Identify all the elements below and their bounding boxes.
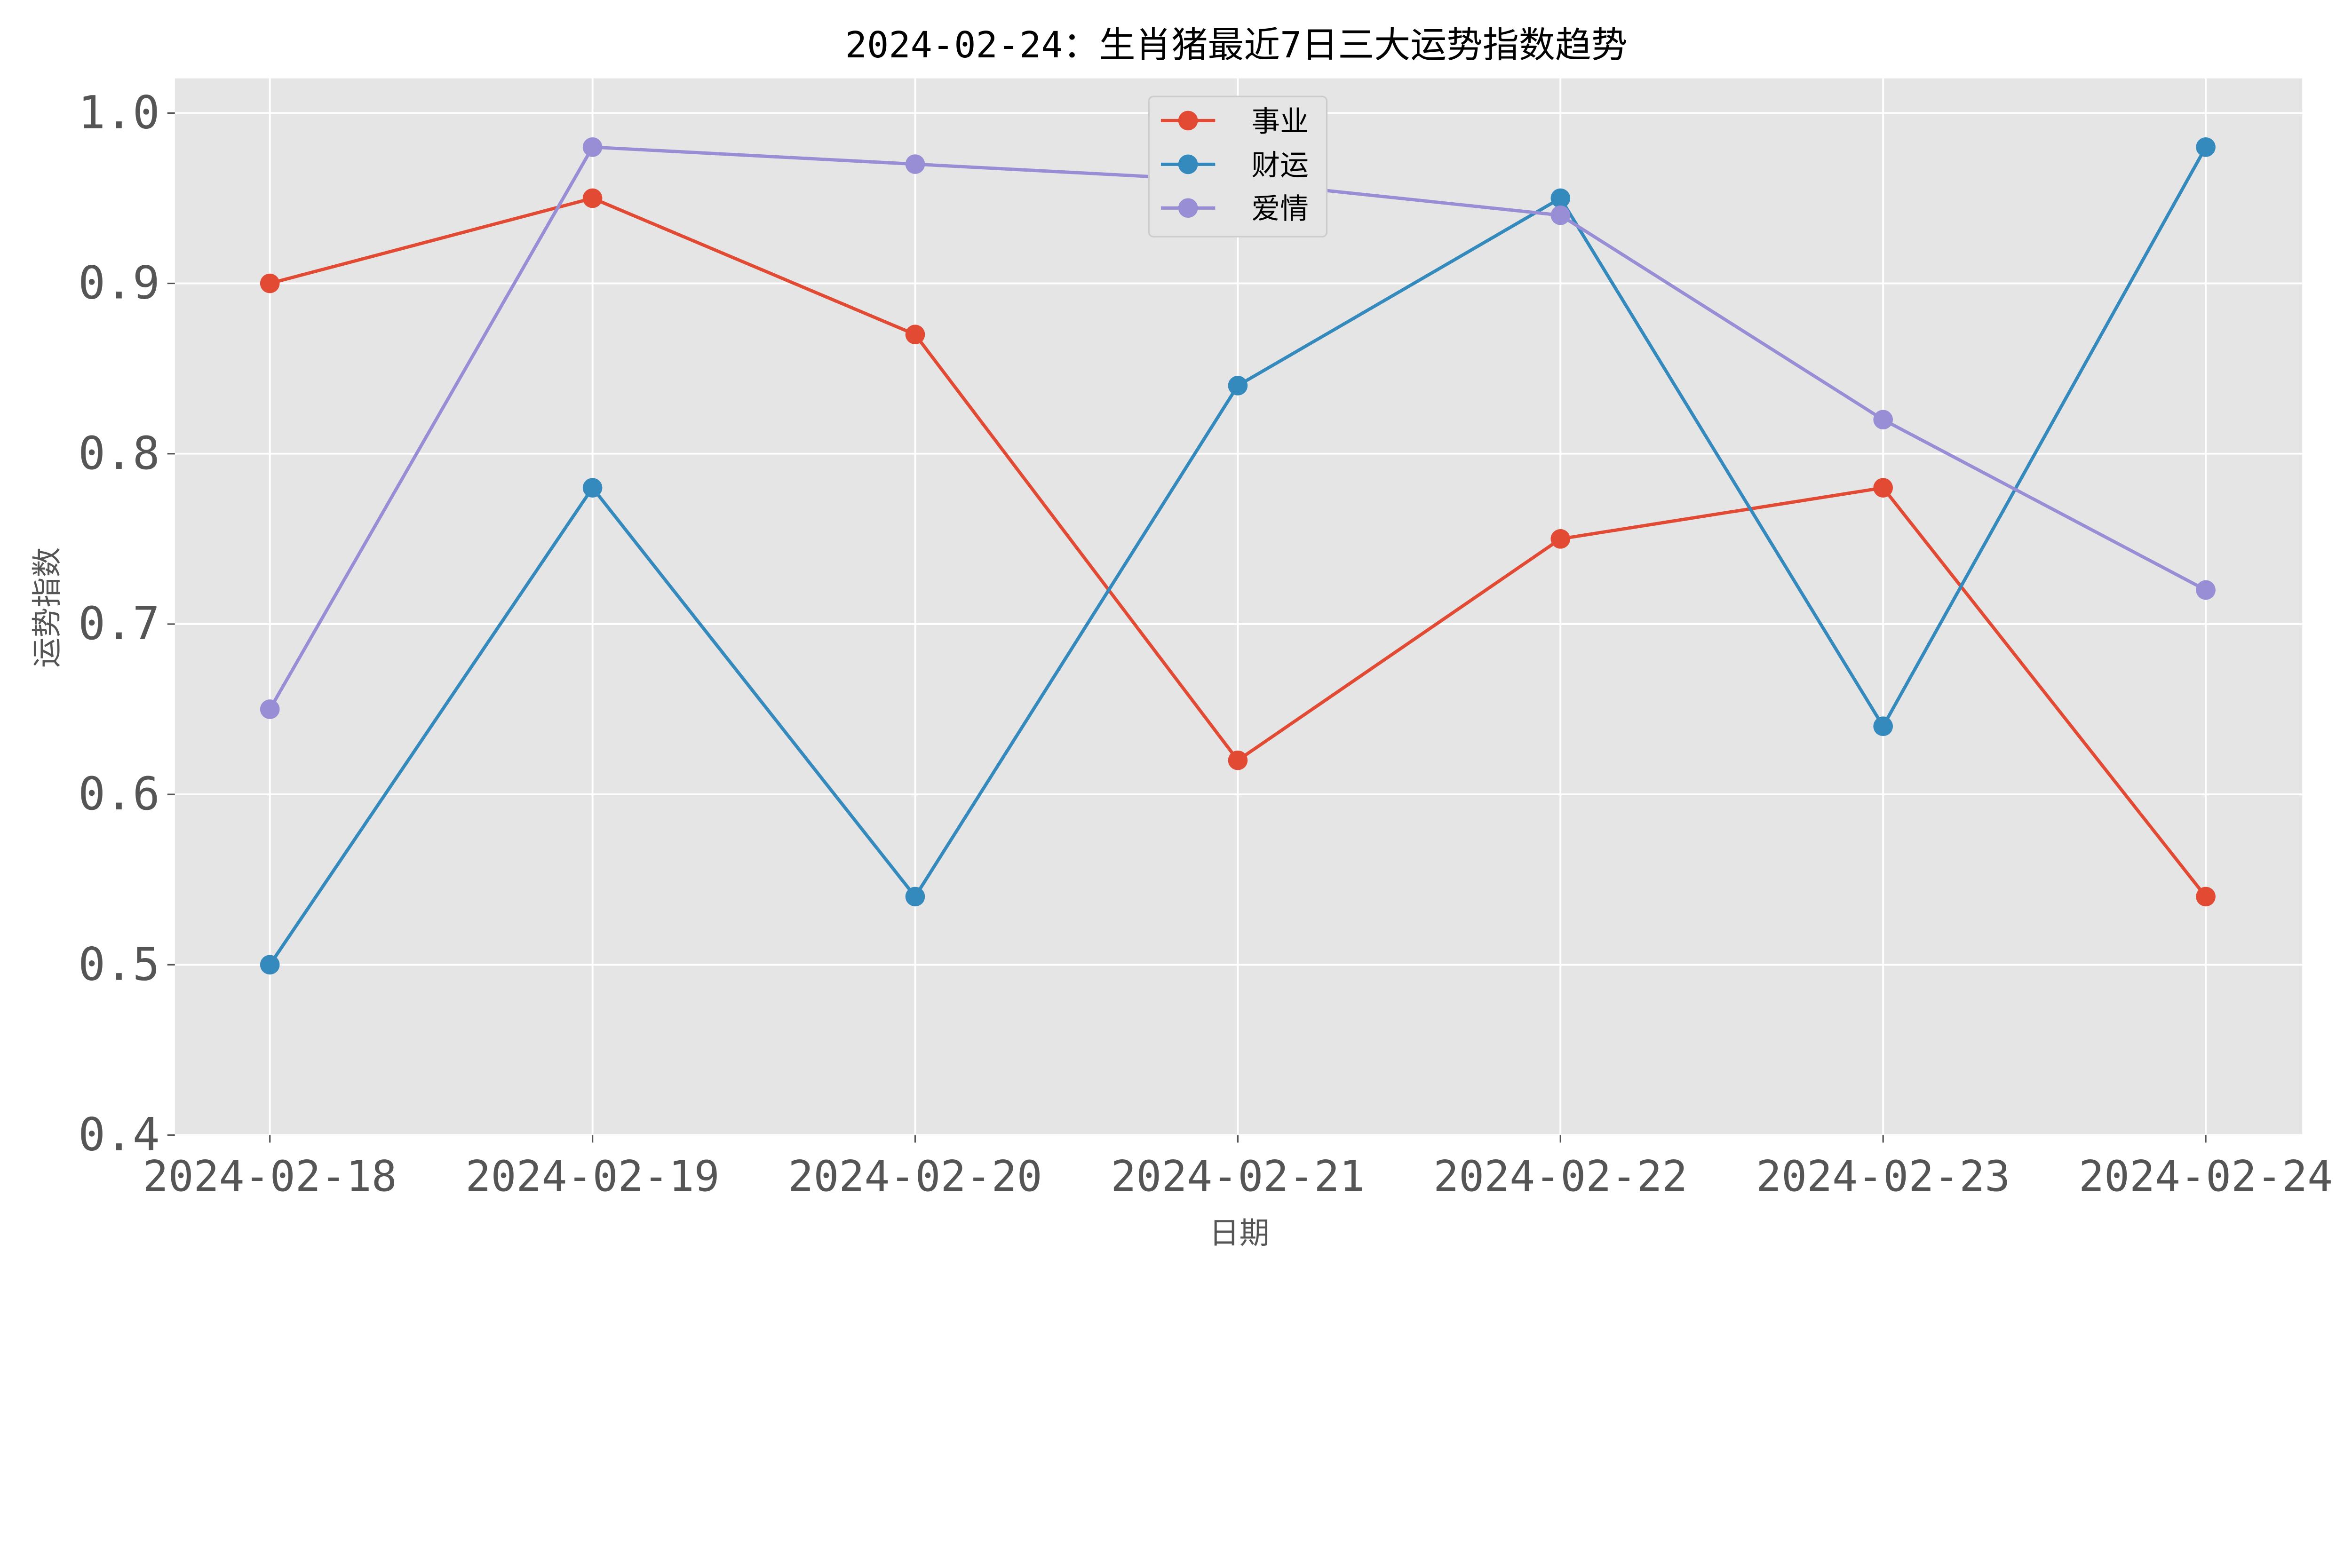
x-tick-label: 2024-02-24 bbox=[2079, 1152, 2333, 1201]
legend-label: 财运 bbox=[1251, 149, 1309, 182]
x-tick-label: 2024-02-23 bbox=[1756, 1152, 2010, 1201]
x-tick-label: 2024-02-22 bbox=[1433, 1152, 1687, 1201]
x-tick-label: 2024-02-18 bbox=[143, 1152, 397, 1201]
data-point bbox=[582, 188, 603, 208]
data-point bbox=[582, 137, 603, 157]
data-point bbox=[260, 273, 280, 293]
legend-marker bbox=[1178, 198, 1198, 218]
y-tick-label: 0.9 bbox=[78, 257, 160, 309]
data-point bbox=[260, 699, 280, 719]
legend-label: 爱情 bbox=[1251, 192, 1309, 226]
y-tick-label: 0.7 bbox=[78, 597, 160, 650]
series-0 bbox=[260, 188, 2216, 907]
data-point bbox=[1873, 716, 1893, 736]
legend-label: 事业 bbox=[1251, 105, 1309, 138]
data-point bbox=[2196, 887, 2216, 907]
data-point bbox=[1228, 376, 1248, 396]
legend-marker bbox=[1178, 154, 1198, 174]
data-point bbox=[1550, 529, 1571, 549]
x-tick-label: 2024-02-19 bbox=[465, 1152, 719, 1201]
data-point bbox=[582, 478, 603, 498]
chart-title: 2024-02-24：生肖猪最近7日三大运势指数趋势 bbox=[845, 24, 1628, 66]
data-point bbox=[260, 955, 280, 975]
data-point bbox=[1550, 188, 1571, 208]
x-tick-label: 2024-02-21 bbox=[1111, 1152, 1365, 1201]
data-point bbox=[1873, 478, 1893, 498]
ticks: 0.4 0.5 0.6 0.7 0.8 0.9 1.0 2024-02-18 2024-02-1… bbox=[78, 86, 2333, 1201]
series-1 bbox=[260, 137, 2216, 975]
grid bbox=[175, 78, 2303, 1136]
y-tick-label: 0.4 bbox=[78, 1109, 160, 1161]
data-point bbox=[2196, 137, 2216, 157]
y-tick-label: 1.0 bbox=[78, 86, 160, 139]
series-group bbox=[260, 137, 2216, 975]
data-point bbox=[1550, 205, 1571, 225]
data-point bbox=[905, 154, 925, 174]
y-tick-label: 0.6 bbox=[78, 768, 160, 820]
line-chart: 0.4 0.5 0.6 0.7 0.8 0.9 1.0 2024-02-18 2024-02-1… bbox=[30, 24, 2333, 1251]
data-point bbox=[905, 325, 925, 345]
legend-marker bbox=[1178, 111, 1198, 131]
data-point bbox=[2196, 580, 2216, 600]
data-point bbox=[905, 887, 925, 907]
data-point bbox=[1873, 410, 1893, 430]
y-tick-label: 0.8 bbox=[78, 427, 160, 480]
y-tick-label: 0.5 bbox=[78, 938, 160, 990]
x-axis-label: 日期 bbox=[1209, 1216, 1270, 1251]
data-point bbox=[1228, 750, 1248, 770]
y-axis-label: 运势指数 bbox=[30, 547, 65, 667]
x-tick-label: 2024-02-20 bbox=[788, 1152, 1042, 1201]
